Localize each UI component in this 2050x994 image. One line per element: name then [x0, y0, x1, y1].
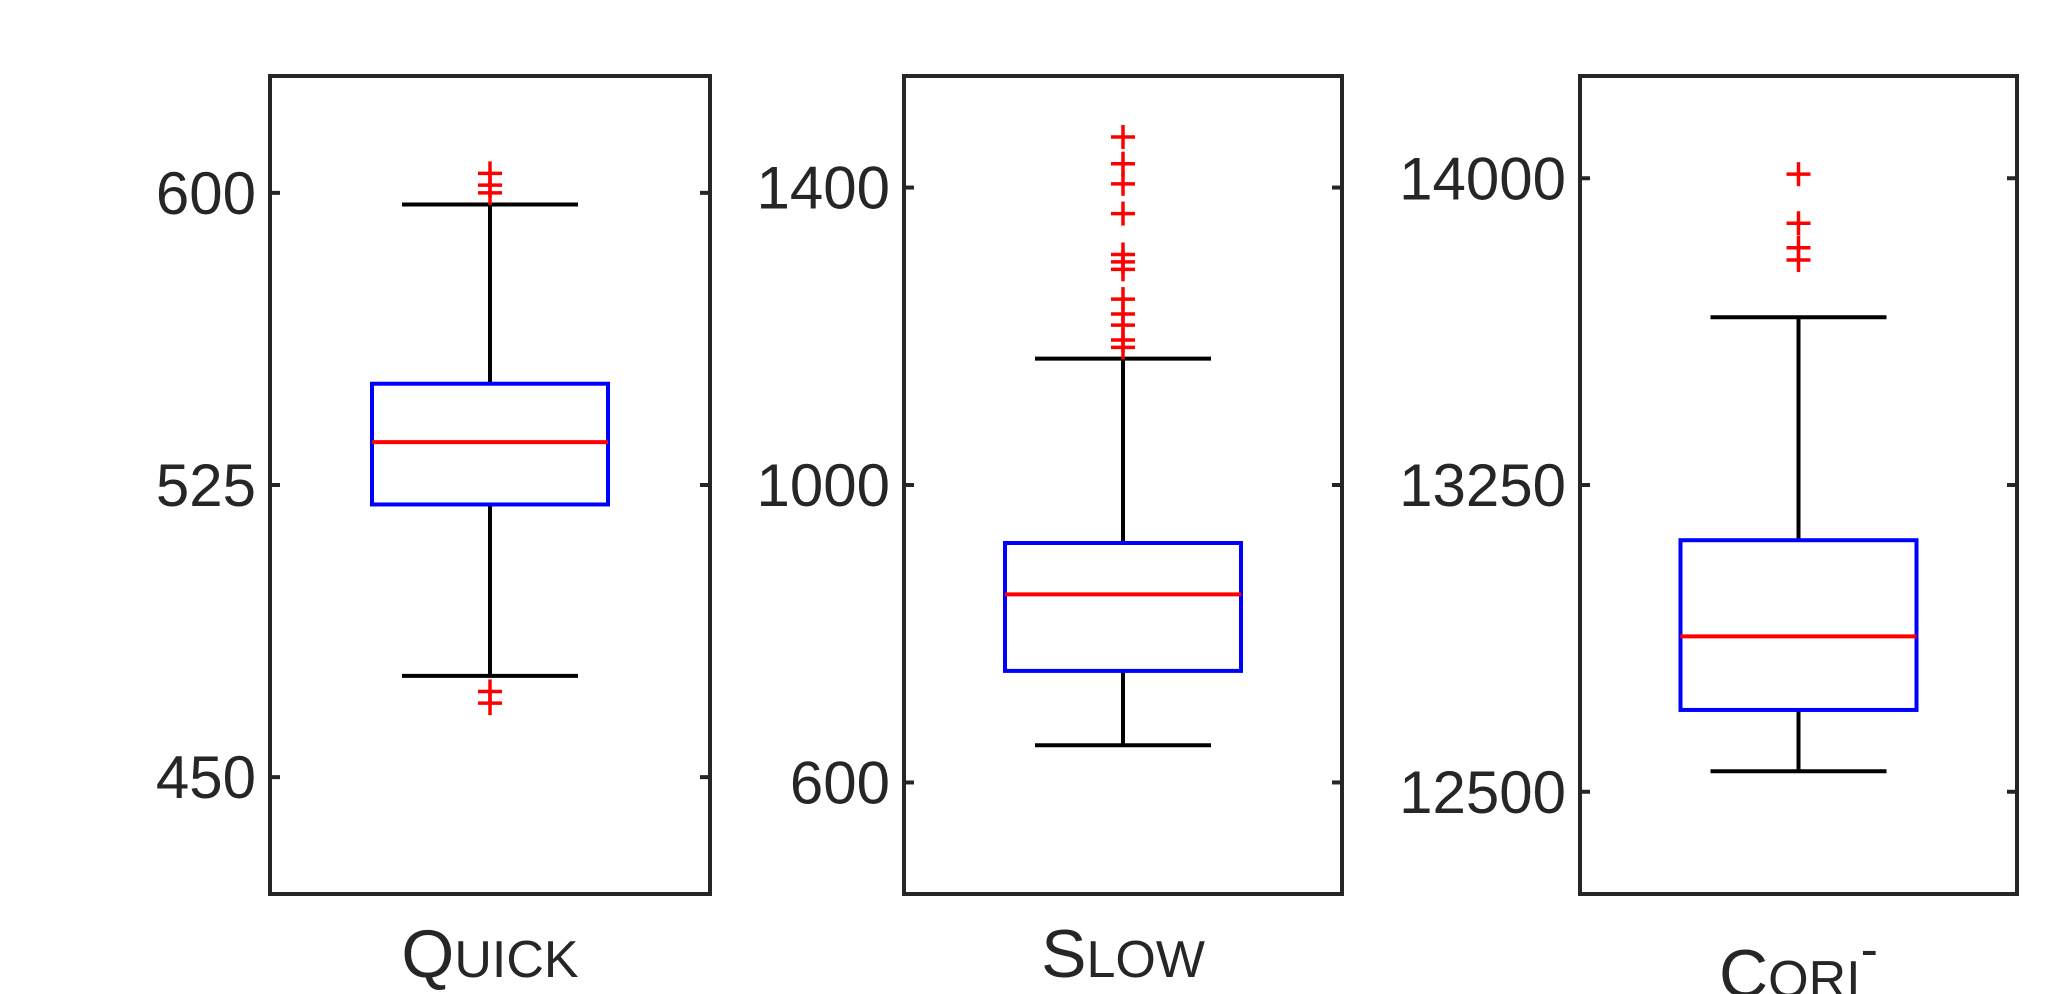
outlier-marker: [478, 691, 502, 716]
y-tick-label: 600: [156, 160, 256, 227]
iqr-box: [1678, 538, 1919, 712]
y-tick-label: 13250: [1399, 452, 1566, 519]
outlier-marker: [1111, 171, 1135, 196]
outlier-marker: [1111, 335, 1135, 360]
x-axis-label-slow: SLOW: [1041, 916, 1205, 992]
y-tick-label: 450: [156, 744, 256, 811]
y-tick-label: 600: [790, 749, 890, 816]
y-tick-label: 1400: [757, 155, 890, 222]
outlier-marker: [1111, 124, 1135, 149]
outlier-marker: [1111, 151, 1135, 176]
y-tick-label: 14000: [1399, 145, 1566, 212]
y-tick-label: 1000: [757, 452, 890, 519]
outlier-marker: [1786, 211, 1811, 236]
panel-cori: CORI- 12500 13250 14000: [1399, 74, 2019, 994]
y-tick-label: 12500: [1399, 759, 1566, 826]
y-tick-label: 525: [156, 452, 256, 519]
outlier-marker: [1786, 248, 1811, 273]
outlier-marker: [1111, 201, 1135, 226]
panel-quick: QUICK 450 525 600: [156, 74, 712, 992]
x-axis-label-quick: QUICK: [401, 916, 578, 992]
x-axis-label-cori: CORI-: [1719, 921, 1878, 994]
panel-slow: SLOW 600 1000 1400: [757, 74, 1344, 992]
outlier-marker: [1111, 257, 1135, 282]
outlier-marker: [1786, 162, 1811, 187]
outlier-marker: [478, 180, 502, 205]
iqr-box: [1003, 541, 1243, 673]
